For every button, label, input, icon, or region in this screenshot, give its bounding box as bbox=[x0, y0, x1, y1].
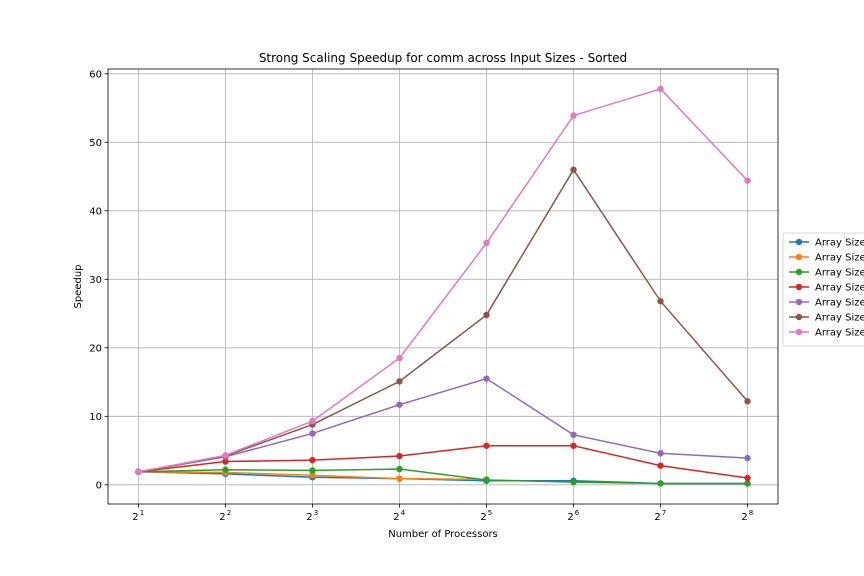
series-line bbox=[138, 168, 749, 473]
legend-label: Array Size bbox=[815, 328, 864, 339]
data-point bbox=[309, 430, 316, 437]
data-point bbox=[570, 442, 577, 449]
legend-label: Array Size bbox=[815, 253, 864, 264]
legend-entry: Array Size bbox=[789, 283, 864, 294]
legend-entry: Array Size bbox=[789, 313, 864, 324]
x-tick-label: 2 bbox=[219, 512, 225, 523]
y-tick-label: 50 bbox=[89, 138, 102, 149]
y-axis-title: Speedup bbox=[73, 264, 84, 308]
data-point bbox=[744, 454, 751, 462]
x-tick-exponent: 2 bbox=[227, 509, 231, 517]
legend-label: Array Size bbox=[815, 313, 864, 324]
data-point bbox=[222, 452, 229, 459]
legend-marker bbox=[795, 268, 803, 276]
legend-marker bbox=[795, 253, 803, 261]
legend-entry: Array Size bbox=[789, 238, 864, 249]
y-tick-label: 30 bbox=[89, 275, 102, 286]
data-point bbox=[483, 375, 490, 382]
data-point bbox=[570, 166, 577, 173]
legend-label: Array Size bbox=[815, 298, 864, 309]
y-axis-ticks: 0 10 20 30 40 50 60 bbox=[89, 69, 108, 491]
data-point bbox=[483, 442, 490, 449]
legend-marker bbox=[795, 313, 803, 321]
data-point bbox=[309, 467, 316, 474]
legend-marker bbox=[795, 283, 803, 291]
legend-entry: Array Size bbox=[789, 253, 864, 264]
data-point bbox=[570, 431, 577, 439]
y-tick-label: 0 bbox=[96, 480, 102, 491]
x-tick-exponent: 5 bbox=[488, 509, 492, 517]
series-7 bbox=[135, 85, 751, 476]
y-tick-label: 40 bbox=[89, 206, 102, 217]
data-point bbox=[744, 177, 751, 184]
series-line bbox=[138, 377, 748, 473]
x-tick-exponent: 4 bbox=[401, 509, 406, 517]
x-tick-label: 2 bbox=[567, 512, 573, 523]
data-point bbox=[483, 311, 490, 319]
data-point bbox=[744, 480, 751, 487]
y-tick-label: 60 bbox=[89, 69, 102, 80]
data-point bbox=[744, 474, 751, 482]
series-line bbox=[138, 88, 749, 473]
legend-entry: Array Size bbox=[789, 268, 864, 279]
x-tick-label: 2 bbox=[132, 512, 138, 523]
data-point bbox=[135, 468, 142, 476]
x-tick-label: 2 bbox=[741, 512, 747, 523]
data-point bbox=[657, 85, 664, 93]
y-tick-label: 10 bbox=[89, 412, 102, 423]
data-point bbox=[570, 478, 577, 486]
data-point bbox=[309, 417, 316, 425]
data-point bbox=[396, 354, 403, 362]
legend-label: Array Size bbox=[815, 283, 864, 294]
data-point bbox=[396, 465, 403, 473]
legend-marker bbox=[795, 238, 803, 246]
x-tick-exponent: 8 bbox=[749, 509, 753, 517]
chart-title: Strong Scaling Speedup for comm across I… bbox=[259, 51, 627, 65]
x-axis-title: Number of Processors bbox=[388, 529, 498, 540]
data-point bbox=[396, 452, 403, 460]
data-point bbox=[396, 401, 403, 408]
series-4 bbox=[135, 442, 751, 482]
x-tick-label: 2 bbox=[654, 512, 660, 523]
x-tick-exponent: 1 bbox=[140, 509, 144, 517]
legend-entry: Array Size bbox=[789, 298, 864, 309]
data-point bbox=[396, 378, 403, 385]
data-point bbox=[222, 458, 229, 465]
data-point bbox=[744, 398, 751, 405]
legend-marker bbox=[795, 298, 803, 306]
series-line bbox=[138, 445, 748, 479]
data-point bbox=[657, 450, 664, 457]
x-tick-label: 2 bbox=[393, 512, 399, 523]
x-tick-label: 2 bbox=[480, 512, 486, 523]
grid bbox=[108, 69, 778, 504]
plot-area bbox=[107, 68, 779, 505]
x-tick-exponent: 6 bbox=[575, 509, 580, 517]
legend-entry: Array Size bbox=[789, 328, 864, 339]
legend-label: Array Size bbox=[815, 268, 864, 279]
legend-marker bbox=[795, 328, 803, 336]
data-point bbox=[396, 475, 403, 482]
data-point bbox=[657, 298, 664, 305]
data-point bbox=[570, 112, 577, 119]
data-point bbox=[483, 476, 490, 484]
data-point bbox=[222, 466, 229, 473]
series-lines bbox=[135, 85, 751, 487]
y-tick-label: 20 bbox=[89, 343, 102, 354]
series-line bbox=[138, 468, 748, 485]
data-point bbox=[309, 456, 316, 464]
data-point bbox=[483, 239, 490, 247]
data-point bbox=[309, 472, 316, 479]
data-point bbox=[657, 480, 664, 487]
x-tick-exponent: 3 bbox=[314, 509, 318, 517]
legend: Array Size Array Size Array Size Array Size… bbox=[782, 232, 864, 347]
x-tick-label: 2 bbox=[306, 512, 312, 523]
x-tick-exponent: 7 bbox=[662, 509, 666, 517]
data-point bbox=[657, 462, 664, 469]
legend-label: Array Size bbox=[815, 238, 864, 249]
